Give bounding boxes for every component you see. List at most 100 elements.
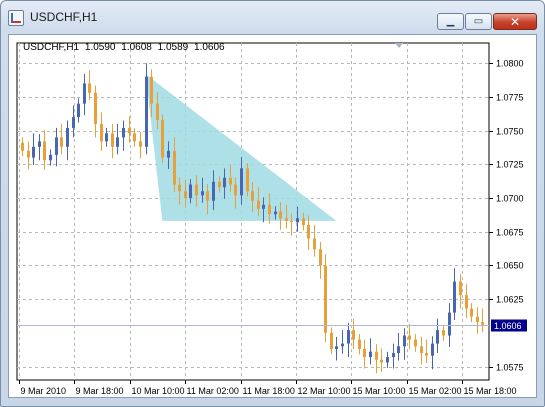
candle-bear [195,184,198,196]
candle-bear [257,200,260,209]
candle-bear [375,351,378,360]
candle-bull [66,127,69,147]
candle-bull [32,146,35,158]
candle-bear [358,339,361,349]
candle-bear [414,339,417,347]
x-tick-label: 11 Mar 18:00 [243,386,295,396]
candle-bull [436,330,439,344]
candle-bear [139,141,142,147]
candle-bull [167,150,170,158]
x-tick-label: 9 Mar 2010 [21,386,67,396]
candle-bull [122,127,125,138]
candle-bear [408,335,411,340]
ohlc-close: 1.0606 [194,42,225,53]
chart-symbol: USDCHF,H1 [23,42,80,53]
chart-shift-marker [395,43,403,48]
close-button[interactable]: ✕ [493,13,537,30]
candle-bull [341,343,344,347]
candle-bull [189,184,192,199]
candle-bull [55,137,58,155]
candle-bull [296,218,299,223]
candle-bull [347,330,350,344]
maximize-button[interactable]: ▭ [465,13,492,30]
chart-app-icon [8,10,24,26]
candle-bull [335,346,338,349]
chart-ohlc-header: USDCHF,H1 1.0590 1.0608 1.0589 1.0606 [23,42,228,53]
candle-bull [116,137,119,147]
candle-bear [128,127,131,134]
y-tick-label: 1.0750 [496,127,524,137]
candle-bear [111,133,114,147]
candle-bull [145,76,148,147]
current-price-tag [491,319,527,332]
candle-bull [212,181,215,201]
x-tick-label: 10 Mar 10:00 [132,386,185,396]
candle-bear [150,76,153,104]
candle-bear [161,119,164,158]
candle-bear [229,177,232,185]
candle-bear [246,168,249,192]
x-tick-label: 15 Mar 18:00 [464,386,517,396]
y-tick-label: 1.0775 [496,93,524,103]
candle-bear [380,359,383,363]
candle-bull [448,312,451,336]
ohlc-low: 1.0589 [157,42,189,53]
window-title: USDCHF,H1 [30,10,98,24]
candlestick-chart[interactable]: 1.0800 1.0775 1.0750 1.0725 1.0700 1.0675 1.06… [9,35,536,397]
candle-bear [133,133,136,142]
y-tick-label: 1.0650 [496,261,524,271]
candle-bear [60,137,63,147]
minimize-button[interactable]: ▁ [437,13,464,30]
candle-bull [201,191,204,196]
candle-bear [319,249,322,266]
y-tick-label: 1.0800 [496,59,524,69]
chart-area[interactable]: 1.0800 1.0775 1.0750 1.0725 1.0700 1.0675 1.06… [8,34,537,398]
candle-bear [307,224,310,239]
plot-frame [16,42,490,381]
x-tick-label: 12 Mar 10:00 [298,386,351,396]
candle-bull [386,357,389,363]
candle-bear [476,316,479,323]
candle-bull [274,211,277,215]
candle-bull [397,346,400,354]
candle-bear [425,353,428,356]
ohlc-high: 1.0608 [121,42,152,53]
title-bar[interactable]: USDCHF,H1 ▁ ▭ ✕ [1,1,544,33]
candle-bear [268,204,271,215]
candle-bull [77,103,80,118]
candle-bear [290,220,293,223]
x-tick-label: 15 Mar 10:00 [353,386,406,396]
y-tick-label: 1.0725 [496,160,524,170]
candle-bear [27,150,30,158]
candle-bear [94,92,97,124]
candle-bear [178,184,181,192]
y-tick-label: 1.0700 [496,194,524,204]
candle-bear [324,265,327,333]
candle-bear [206,191,209,201]
candle-bull [240,168,243,196]
candle-bear [43,141,46,161]
candle-bear [156,103,159,120]
candle-bear [173,150,176,185]
candle-bull [38,141,41,147]
candle-bear [184,191,187,199]
candle-bear [470,308,473,317]
candle-bear [251,191,254,201]
candle-bull [83,83,86,104]
candle-bear [481,322,484,325]
candle-bull [453,281,456,313]
candle-bear [302,218,305,225]
candle-bear [442,330,445,336]
candle-bear [100,123,103,142]
candle-bear [465,295,468,309]
candle-bull [403,335,406,347]
y-tick-label: 1.0575 [496,363,524,373]
candle-bear [459,281,462,296]
candle-bear [234,184,237,196]
ohlc-open: 1.0590 [84,42,116,53]
current-price-label: 1.0606 [494,321,522,331]
candle-bear [218,181,221,188]
candle-bull [369,351,372,358]
triangle-object [145,74,337,221]
